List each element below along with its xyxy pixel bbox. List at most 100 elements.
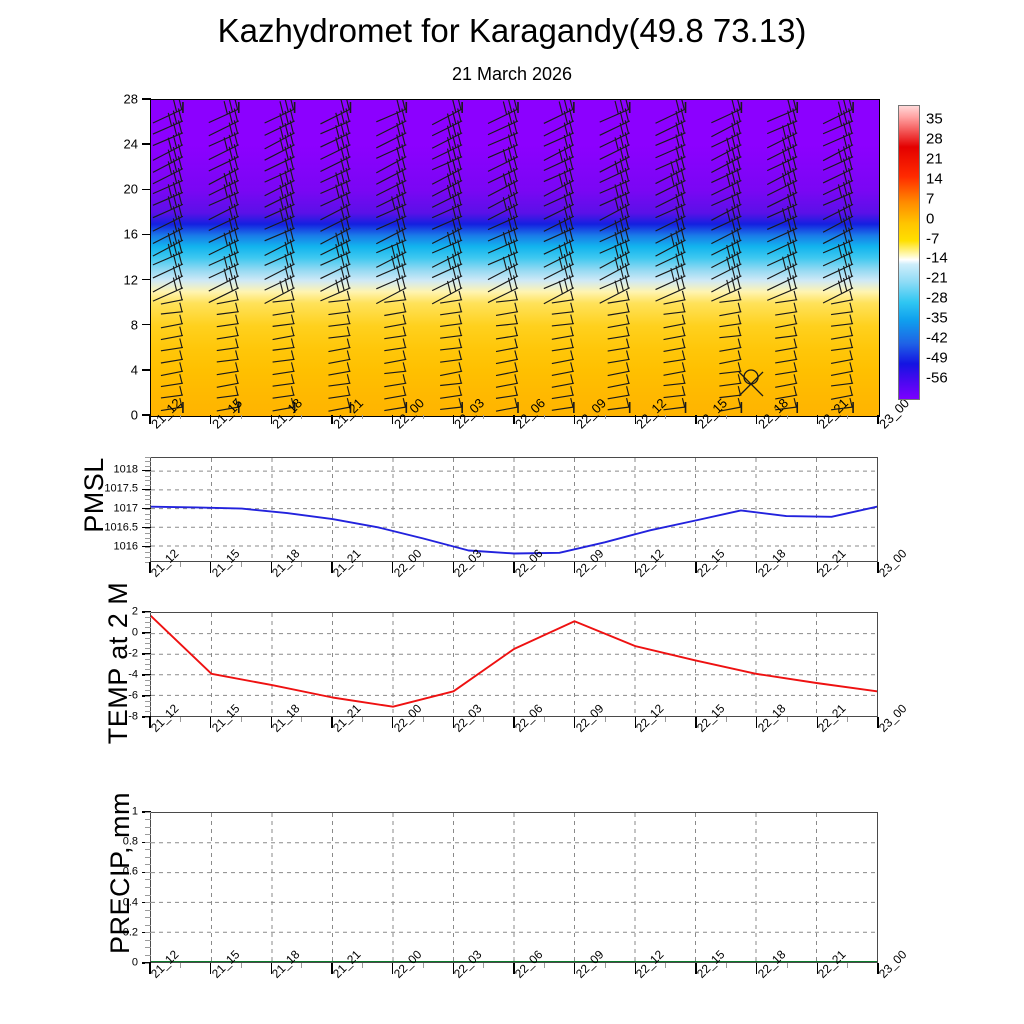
precip-x-tick [270, 963, 272, 974]
precip-x-tick [816, 963, 818, 974]
pmsl-chart-panel [150, 457, 878, 562]
temp-x-tick [452, 717, 454, 728]
temp-x-tick [149, 717, 151, 728]
precip-x-tick [452, 963, 454, 974]
precip-x-tick [634, 963, 636, 974]
precip-x-minor-tick [361, 963, 363, 968]
precip-x-tick [877, 963, 879, 974]
temp-x-tick [634, 717, 636, 728]
temp-x-minor-tick [543, 717, 545, 722]
temp-x-tick [392, 717, 394, 728]
colorbar-label: -7 [926, 230, 940, 248]
temp-x-tick [210, 717, 212, 728]
colorbar-label: -14 [926, 249, 948, 267]
precip-x-minor-tick [543, 963, 545, 968]
main-y-label: 12 [123, 272, 138, 288]
temp-axis-caption: TEMP at 2 M [103, 581, 133, 745]
precip-x-tick [695, 963, 697, 974]
colorbar-label: 21 [926, 150, 943, 168]
temp-x-minor-tick [725, 717, 727, 722]
main-y-label: 20 [123, 181, 138, 197]
precip-x-tick [331, 963, 333, 974]
pmsl-x-minor-tick [361, 562, 363, 567]
colorbar-label: -49 [926, 349, 948, 367]
colorbar-label: 7 [926, 190, 935, 208]
temp-x-tick [695, 717, 697, 728]
pmsl-x-minor-tick [240, 562, 242, 567]
temp-x-minor-tick [786, 717, 788, 722]
precip-x-minor-tick [422, 963, 424, 968]
pmsl-x-tick [513, 562, 515, 573]
temp-x-label: 23_00 [876, 701, 910, 735]
pmsl-x-tick [331, 562, 333, 573]
colorbar-label: -56 [926, 369, 948, 387]
temperature-height-cross-section-panel [150, 99, 880, 417]
precip-x-minor-tick [483, 963, 485, 968]
temp-x-tick [756, 717, 758, 728]
colorbar-label: -35 [926, 309, 948, 327]
pmsl-x-tick [634, 562, 636, 573]
temp-chart-panel [150, 612, 878, 717]
temp-x-tick [270, 717, 272, 728]
pmsl-x-minor-tick [847, 562, 849, 567]
precip-x-minor-tick [847, 963, 849, 968]
main-y-label: 28 [123, 91, 138, 107]
precip-x-minor-tick [604, 963, 606, 968]
pmsl-x-minor-tick [301, 562, 303, 567]
main-y-label: 16 [123, 226, 138, 242]
temp-x-minor-tick [483, 717, 485, 722]
colorbar-label: 14 [926, 170, 943, 188]
colorbar-label: 35 [926, 110, 943, 128]
precip-x-tick [149, 963, 151, 974]
colorbar-tick-labels: 35 28 21 14 7 0 -7 -14 -21 -28 -35 -42 -49 -56 [926, 105, 1016, 405]
pmsl-x-minor-tick [604, 562, 606, 567]
temp-x-minor-tick [361, 717, 363, 722]
pmsl-x-minor-tick [786, 562, 788, 567]
pmsl-x-minor-tick [179, 562, 181, 567]
main-y-label: 24 [123, 136, 138, 152]
pmsl-x-minor-tick [543, 562, 545, 567]
precip-x-minor-tick [179, 963, 181, 968]
main-y-label: 8 [130, 317, 138, 333]
precip-x-minor-tick [665, 963, 667, 968]
temp-x-minor-tick [665, 717, 667, 722]
precip-x-tick [210, 963, 212, 974]
temp-x-tick [513, 717, 515, 728]
pmsl-x-tick [816, 562, 818, 573]
precip-x-minor-tick [240, 963, 242, 968]
temp-x-minor-tick [422, 717, 424, 722]
pmsl-x-tick [574, 562, 576, 573]
pmsl-axis-caption: PMSL [79, 457, 109, 533]
temp-x-tick [877, 717, 879, 728]
temp-x-tick [816, 717, 818, 728]
pmsl-x-minor-tick [725, 562, 727, 567]
pmsl-x-minor-tick [422, 562, 424, 567]
precip-x-tick [513, 963, 515, 974]
temp-x-tick [574, 717, 576, 728]
temp-x-minor-tick [240, 717, 242, 722]
precip-chart-panel [150, 812, 878, 963]
main-y-label: 0 [130, 407, 138, 423]
precip-x-minor-tick [301, 963, 303, 968]
pmsl-x-tick [756, 562, 758, 573]
precip-x-minor-tick [786, 963, 788, 968]
pmsl-x-label: 23_00 [876, 546, 910, 580]
precip-x-label: 23_00 [876, 947, 910, 981]
pmsl-x-tick [877, 562, 879, 573]
pmsl-x-tick [695, 562, 697, 573]
colorbar-label: -28 [926, 289, 948, 307]
pmsl-x-tick [149, 562, 151, 573]
pmsl-x-minor-tick [665, 562, 667, 567]
precip-x-tick [756, 963, 758, 974]
wind-barbs-overlay [152, 100, 854, 413]
precip-x-tick [392, 963, 394, 974]
pmsl-x-tick [270, 562, 272, 573]
colorbar-label: 0 [926, 210, 935, 228]
temp-x-minor-tick [847, 717, 849, 722]
pmsl-x-tick [392, 562, 394, 573]
colorbar-label: -21 [926, 269, 948, 287]
page-subtitle: 21 March 2026 [451, 64, 573, 84]
precip-axis-caption: PRECIP, mm [105, 791, 135, 955]
temp-x-tick [331, 717, 333, 728]
colorbar-label: 28 [926, 130, 943, 148]
